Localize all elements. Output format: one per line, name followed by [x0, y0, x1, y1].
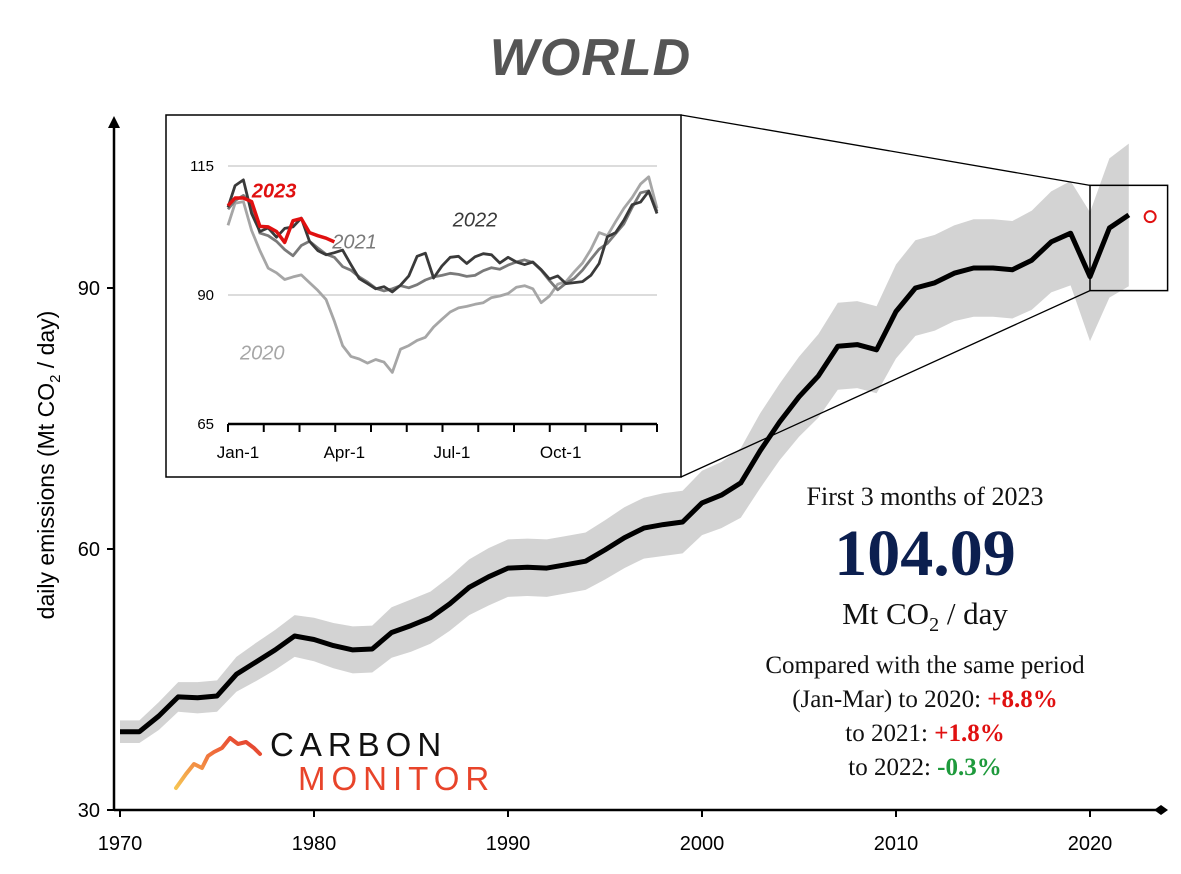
logo-line1: CARBON	[270, 726, 448, 763]
y-axis-arrow-icon	[108, 116, 120, 128]
y-label-pre: daily emissions (Mt CO	[33, 383, 59, 619]
logo-line2: MONITOR	[298, 760, 496, 797]
y-tick-label: 90	[78, 278, 100, 300]
y-tick-label: 60	[78, 539, 100, 561]
x-tick-label: 2000	[680, 833, 725, 855]
comparison-block: Compared with the same period (Jan-Mar) …	[720, 649, 1130, 785]
inset-box	[165, 114, 682, 478]
x-tick-label: 1990	[486, 833, 531, 855]
inset-series-line-2023	[226, 196, 336, 245]
series-line-annual	[120, 212, 1131, 735]
x-tick-label: 1970	[98, 833, 143, 855]
carbon-monitor-logo: CARBON MONITOR	[168, 726, 548, 797]
y-tick-label: 30	[78, 800, 100, 822]
y-label-sub: 2	[47, 375, 64, 383]
stats-panel: First 3 months of 2023 104.09 Mt CO2 / d…	[720, 482, 1130, 785]
comparison-label: to 2021:	[845, 720, 935, 748]
inset-series-label-2020: 2020	[239, 343, 285, 365]
inset-x-tick-label: Oct-1	[540, 443, 582, 462]
inset-y-tick-label: 115	[190, 158, 214, 175]
x-tick-label: 2020	[1068, 833, 1113, 855]
x-tick-label: 1980	[292, 833, 337, 855]
zoom-connector-top	[680, 114, 1091, 186]
logo-mark-icon	[174, 736, 262, 790]
point-2023	[1143, 210, 1157, 224]
comparison-label: (Jan-Mar) to 2020:	[792, 686, 988, 714]
unit-pre: Mt CO	[842, 596, 930, 631]
y-label-post: / day)	[33, 311, 59, 375]
stats-value: 104.09	[834, 517, 1016, 590]
uncertainty-band	[120, 143, 1129, 744]
comparison-row-2020: (Jan-Mar) to 2020: +8.8%	[720, 683, 1130, 717]
x-tick-label: 2010	[874, 833, 919, 855]
comparison-row-2021: to 2021: +1.8%	[720, 717, 1130, 751]
unit-post: / day	[939, 596, 1008, 631]
inset-x-tick-label: Jan-1	[217, 443, 260, 462]
inset-series-line-2021	[226, 189, 659, 293]
comparison-heading: Compared with the same period	[765, 652, 1085, 680]
comparison-value: +1.8%	[934, 720, 1005, 748]
comparison-value: -0.3%	[937, 754, 1002, 782]
zoom-connector-bottom	[680, 290, 1091, 478]
zoom-box	[1089, 184, 1169, 292]
unit-sub: 2	[929, 614, 940, 637]
comparison-value: +8.8%	[987, 686, 1058, 714]
inset-y-tick-label: 90	[197, 287, 214, 304]
stats-period: First 3 months of 2023	[806, 482, 1044, 511]
inset-series-label-2021: 2021	[331, 232, 377, 254]
chart-title: WORLD	[489, 29, 692, 87]
x-axis-arrow-icon	[1154, 805, 1168, 815]
inset-series-label-2023: 2023	[251, 180, 297, 202]
inset-x-tick-label: Jul-1	[433, 443, 470, 462]
y-axis-label: daily emissions (Mt CO2 / day)	[33, 311, 64, 620]
stats-unit: Mt CO2 / day	[720, 596, 1130, 637]
inset-series-line-2020	[226, 175, 659, 374]
inset-x-tick-label: Apr-1	[324, 443, 366, 462]
comparison-row-2022: to 2022: -0.3%	[720, 751, 1130, 785]
inset-series-label-2022: 2022	[452, 209, 498, 231]
inset-y-tick-label: 65	[197, 416, 214, 433]
comparison-label: to 2022:	[848, 754, 938, 782]
